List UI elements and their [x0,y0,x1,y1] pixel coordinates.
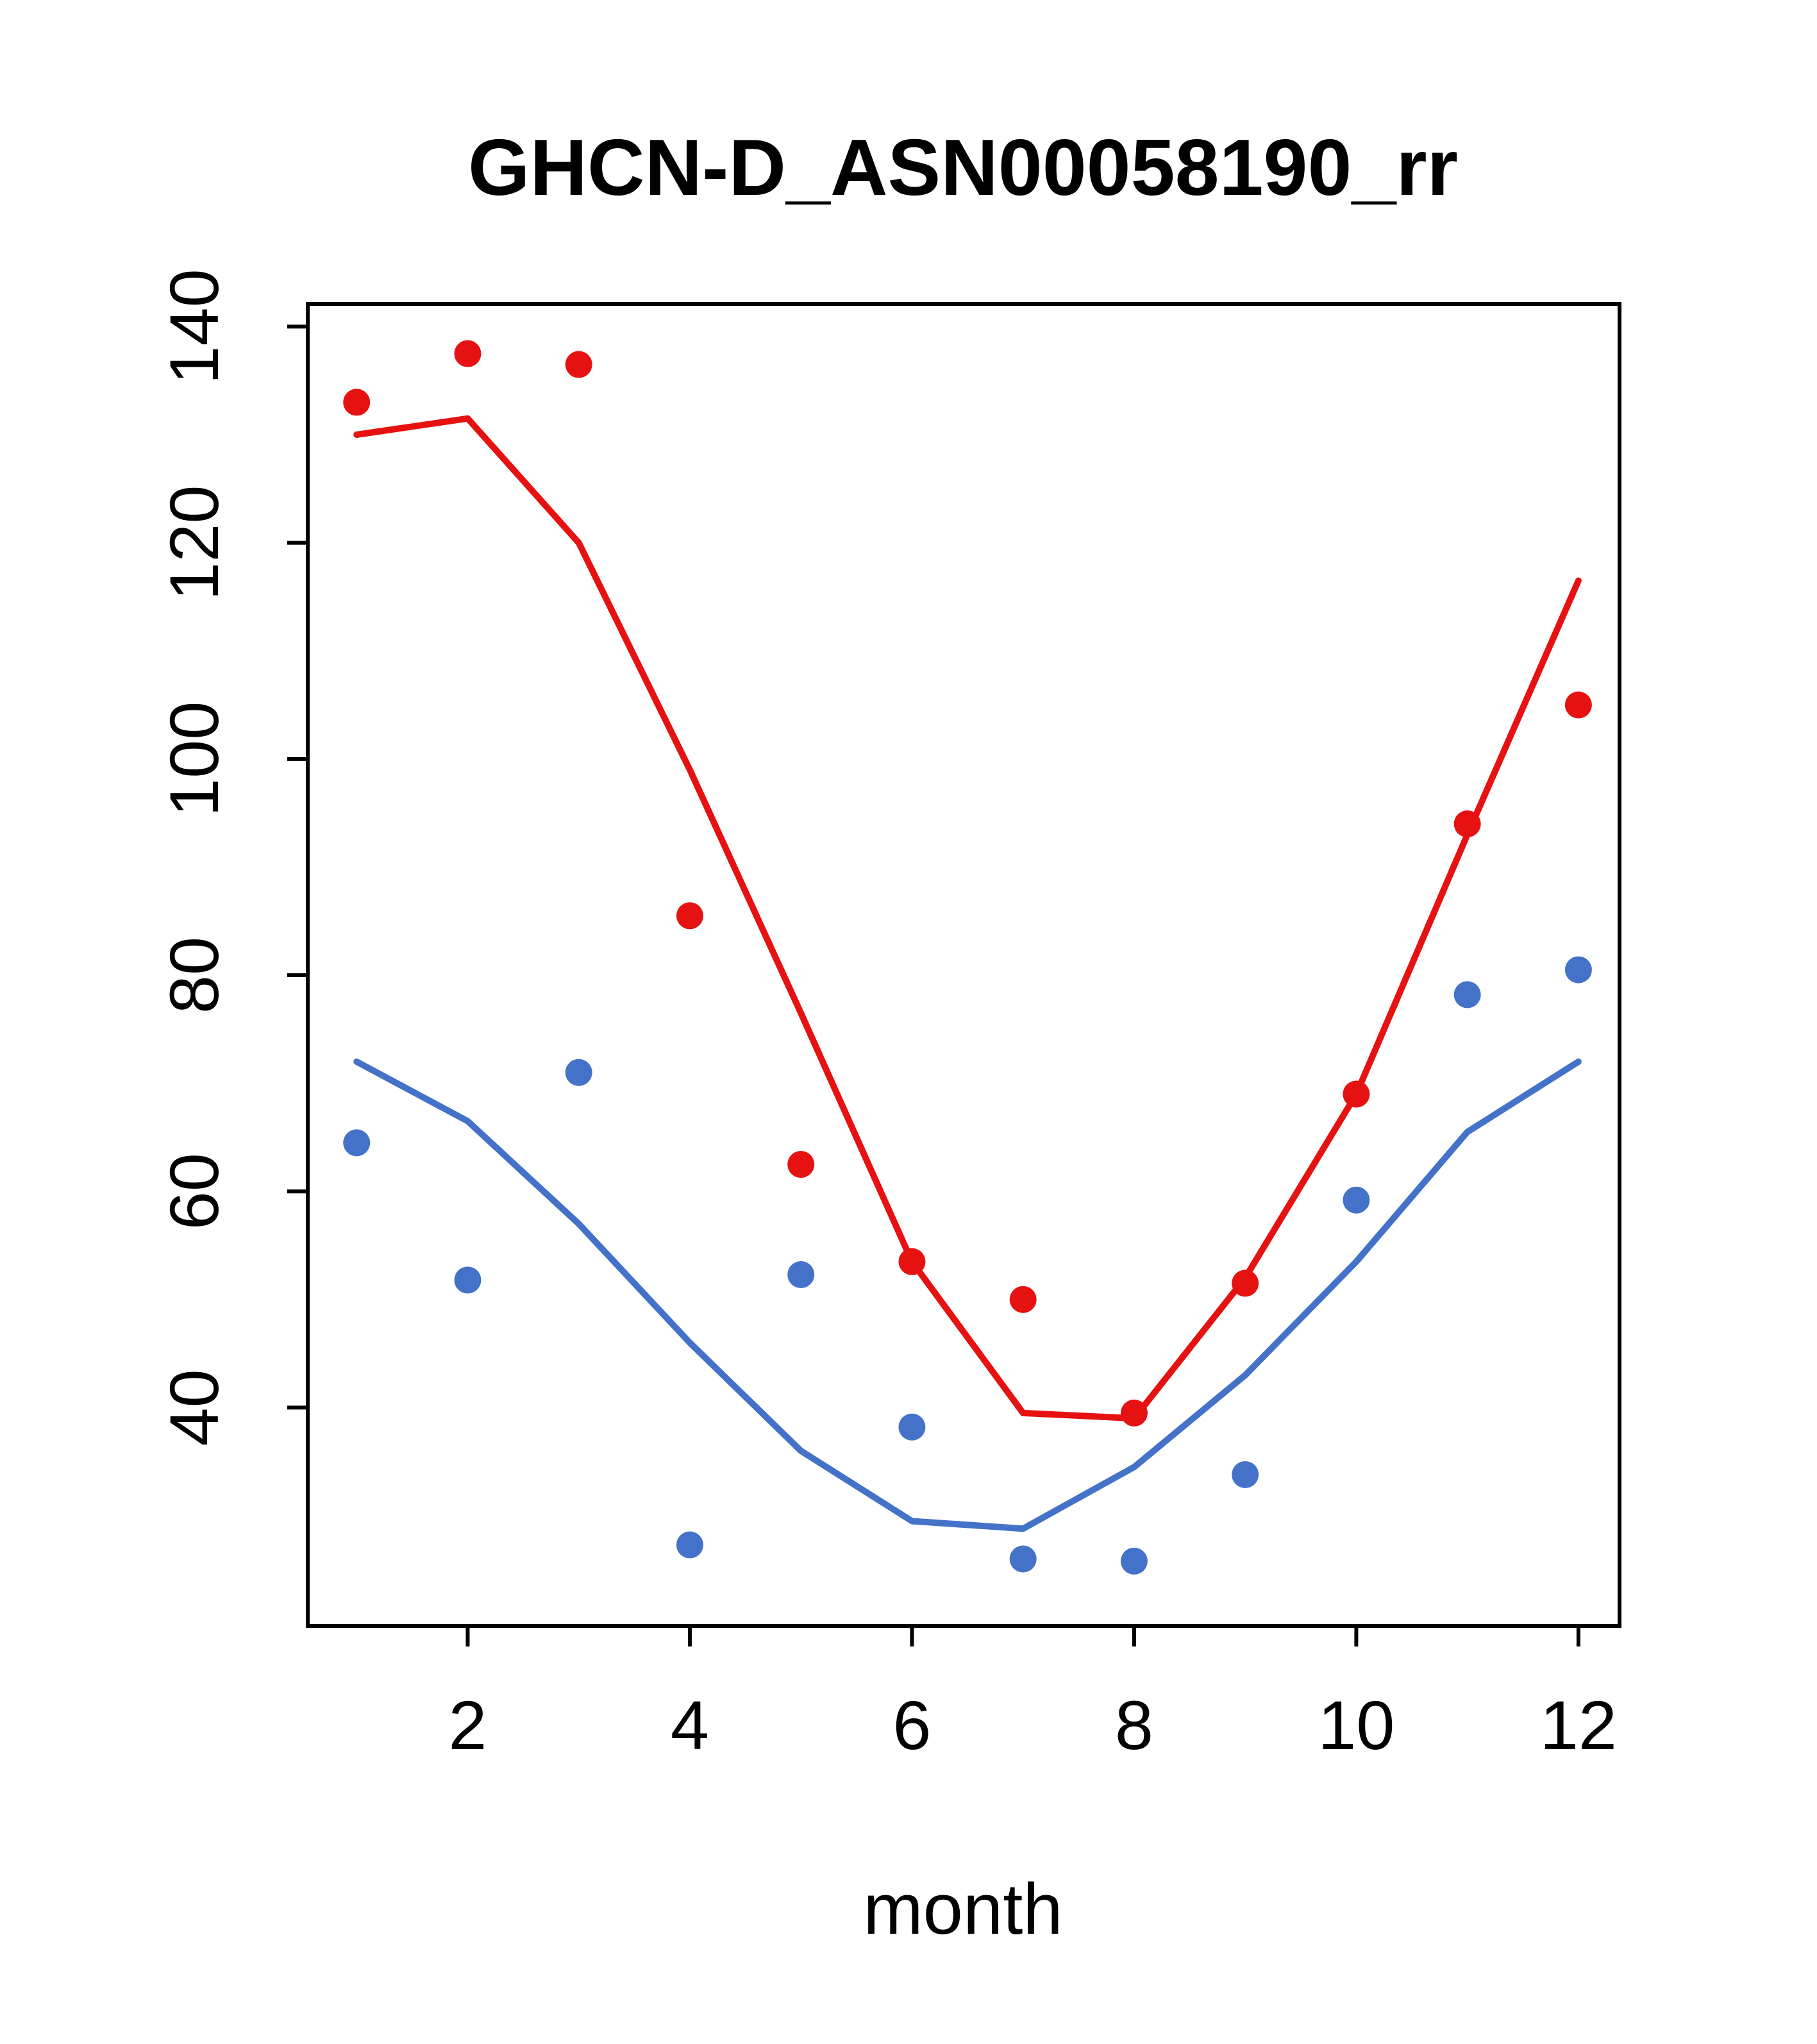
red-point [787,1151,815,1178]
x-tick-label: 8 [1115,1686,1153,1764]
red-point [1343,1080,1370,1108]
blue-point [1453,981,1481,1009]
blue-point [787,1261,815,1289]
red-point [1009,1286,1037,1313]
y-tick-label: 40 [155,1369,233,1446]
series-layer [343,340,1592,1575]
y-tick-label: 120 [155,485,233,601]
blue-point [1343,1186,1370,1214]
x-tick-label: 6 [892,1686,931,1764]
y-tick-label: 100 [155,701,233,817]
chart-title: GHCN-D_ASN00058190_rr [468,124,1458,212]
red-point [1232,1269,1259,1297]
red-point [454,340,481,367]
blue-point [1564,956,1592,984]
blue-point [898,1413,926,1441]
red-point [343,389,371,416]
red-point [898,1248,926,1275]
blue-point [1120,1547,1148,1575]
plot-border [306,302,1621,1628]
blue-point [565,1059,592,1086]
red-line [353,415,1582,1422]
red-point [1453,810,1481,837]
blue-line [353,1058,1582,1532]
blue-point [343,1129,371,1157]
x-axis-title: month [863,1869,1062,1949]
x-tick-label: 10 [1318,1686,1394,1764]
red-point [1564,691,1592,719]
x-tick-label: 4 [671,1686,709,1764]
red-point [565,351,592,378]
blue-point [1232,1461,1259,1488]
x-tick-label: 2 [448,1686,487,1764]
blue-point [676,1531,703,1559]
blue-point [454,1266,481,1294]
y-tick-label: 140 [155,269,233,384]
y-tick-label: 80 [155,937,233,1014]
x-tick-label: 12 [1540,1686,1617,1764]
y-tick-label: 60 [155,1153,233,1230]
x-axis: 2 4 6 8 10 12 [448,1626,1617,1764]
y-axis: 40 60 80 100 120 140 [155,269,308,1446]
red-point [1120,1399,1148,1427]
blue-point [1009,1545,1037,1573]
red-point [676,902,703,930]
